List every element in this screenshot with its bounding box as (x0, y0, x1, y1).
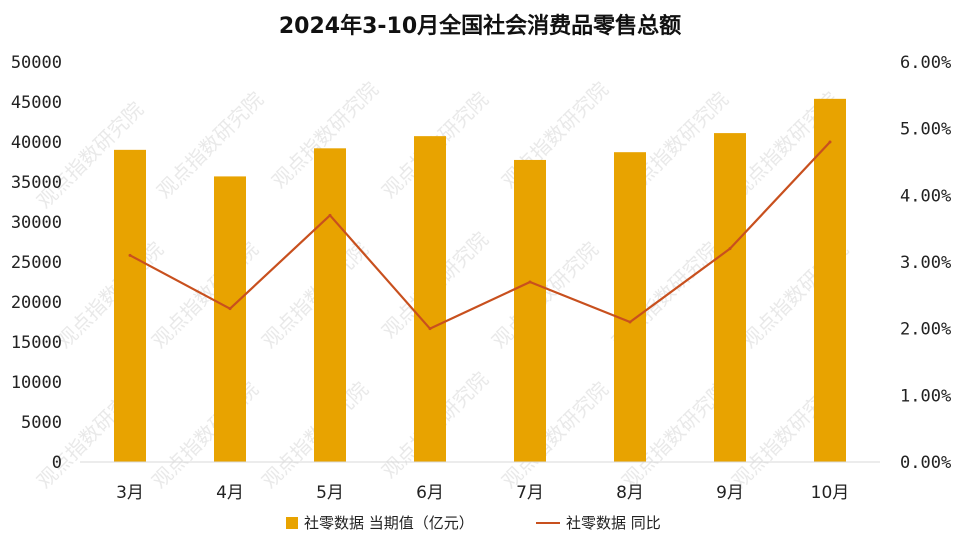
bar (414, 136, 446, 463)
x-tick-label: 9月 (716, 483, 744, 503)
y-tick-label: 45000 (11, 93, 62, 113)
line-point (328, 213, 332, 217)
legend: 社零数据 当期值（亿元） 社零数据 同比 (286, 514, 661, 532)
y-tick-label: 10000 (11, 373, 62, 393)
legend-label-bar: 社零数据 当期值（亿元） (304, 514, 474, 532)
line-point (528, 280, 532, 284)
watermark-text: 观点指数研究院 (152, 87, 268, 203)
y-tick-label: 15000 (11, 333, 62, 353)
legend-swatch-bar (286, 517, 298, 529)
bar (714, 133, 746, 462)
left-axis: 0 5000 10000 15000 20000 25000 30000 35000 40000… (11, 53, 62, 473)
bar (814, 98, 846, 462)
line-point (428, 327, 432, 331)
x-tick-label: 7月 (516, 483, 544, 503)
y2-tick-label: 5.00% (900, 120, 951, 140)
bar (514, 159, 546, 462)
x-tick-label: 6月 (416, 483, 444, 503)
y-tick-label: 0 (52, 453, 62, 473)
y2-tick-label: 2.00% (900, 320, 951, 340)
x-axis: 3月 4月 5月 6月 7月 8月 9月 10月 (116, 483, 849, 503)
y2-tick-label: 4.00% (900, 186, 951, 206)
y2-tick-label: 1.00% (900, 386, 951, 406)
bar (114, 149, 146, 462)
y-tick-label: 25000 (11, 253, 62, 273)
bar (214, 176, 246, 462)
line-point (128, 253, 132, 257)
line-point (228, 307, 232, 311)
chart-title: 2024年3-10月全国社会消费品零售总额 (279, 13, 681, 39)
x-tick-label: 10月 (811, 483, 850, 503)
y-tick-label: 20000 (11, 293, 62, 313)
y2-tick-label: 6.00% (900, 53, 951, 73)
x-tick-label: 3月 (116, 483, 144, 503)
y2-tick-label: 0.00% (900, 453, 951, 473)
y2-tick-label: 3.00% (900, 253, 951, 273)
line-point (728, 247, 732, 251)
y-tick-label: 30000 (11, 213, 62, 233)
line-point (828, 140, 832, 144)
line-path (129, 141, 831, 330)
line-point (628, 320, 632, 324)
y-tick-label: 35000 (11, 173, 62, 193)
bar (314, 148, 346, 462)
y-tick-label: 50000 (11, 53, 62, 73)
x-tick-label: 5月 (316, 483, 344, 503)
line-series (128, 140, 832, 331)
y-tick-label: 40000 (11, 133, 62, 153)
x-tick-label: 8月 (616, 483, 644, 503)
x-tick-label: 4月 (216, 483, 244, 503)
bar (614, 152, 646, 462)
right-axis: 0.00% 1.00% 2.00% 3.00% 4.00% 5.00% 6.00% (900, 53, 951, 473)
y-tick-label: 5000 (21, 413, 62, 433)
legend-label-line: 社零数据 同比 (566, 514, 661, 532)
bar-series (80, 98, 880, 463)
